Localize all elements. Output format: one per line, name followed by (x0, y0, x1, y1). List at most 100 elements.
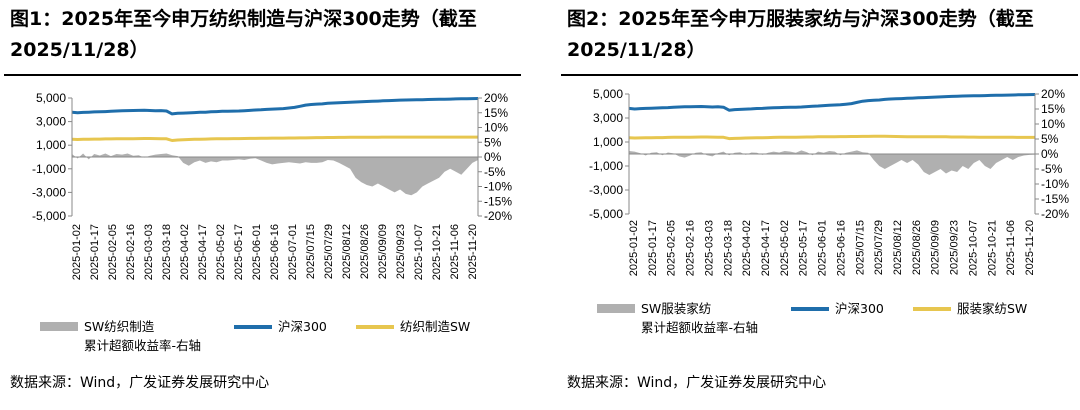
legend-label-sector: 纺织制造SW (400, 319, 470, 334)
y-right-tick: 10% (484, 121, 508, 135)
y-right-tick: -5% (484, 165, 506, 179)
x-tick-label: 2025/08/26 (911, 220, 923, 275)
y-left-tick: -3,000 (589, 183, 623, 197)
chart-panel-right: 图2：2025年至今申万服装家纺与沪深300走势（截至2025/11/28） 5… (557, 0, 1080, 410)
x-tick-label: 2025/09/23 (949, 220, 961, 275)
x-tick-label: 2025-03-03 (703, 220, 715, 276)
x-tick-label: 2025-04-02 (179, 224, 191, 280)
y-left-tick: 1,000 (36, 138, 66, 152)
y-left-tick: -3,000 (32, 185, 66, 199)
x-tick-label: 2025-07-01 (287, 224, 299, 280)
chart-svg-left: 5,000 3,000 1,000 -1,000 -3,000 -5,000 20%15%1… (32, 91, 512, 353)
x-tick-label: 2025/07/15 (305, 224, 317, 279)
legend-swatch-sector (913, 307, 951, 311)
chart-panel-left: 图1：2025年至今申万纺织制造与沪深300走势（截至2025/11/28） 5… (0, 0, 525, 410)
x-tick-label: 2025-10-21 (986, 220, 998, 276)
legend-label-sector: 服装家纺SW (957, 301, 1027, 316)
y-right-tick: 0% (1041, 147, 1059, 161)
y-left-tick: 5,000 (36, 91, 66, 105)
y-right-tick: 15% (1041, 102, 1065, 116)
series-line-csi300 (71, 97, 479, 116)
legend-label-excess-2: 累计超额收益率-右轴 (641, 320, 758, 335)
legend-label-index: 沪深300 (278, 319, 327, 334)
legend-swatch-excess (597, 304, 635, 313)
x-tick-label: 2025-06-01 (817, 220, 829, 276)
x-tick-label: 2025-04-17 (197, 224, 209, 280)
series-line-sector (628, 134, 1035, 141)
title-divider (561, 74, 1078, 76)
x-tick-label: 2025-01-17 (89, 224, 101, 280)
legend-label-excess-1: SW服装家纺 (641, 301, 711, 316)
x-tick-label: 2025/09/09 (930, 220, 942, 275)
x-tick-label: 2025-02-05 (666, 220, 678, 276)
x-tick-label: 2025-05-02 (779, 220, 791, 276)
y-left-tick: 5,000 (593, 87, 623, 101)
y-right-tick: -10% (484, 180, 512, 194)
y-right-tick: -15% (1041, 192, 1069, 206)
y-right-tick: 5% (1041, 132, 1059, 146)
x-tick-label: 2025-06-01 (251, 224, 263, 280)
title-divider (4, 74, 521, 76)
y-left-tick: -1,000 (589, 159, 623, 173)
y-left-tick: 1,000 (593, 135, 623, 149)
source-note: 数据来源：Wind，广发证券发展研究中心 (567, 375, 827, 391)
x-tick-label: 2025/09/23 (395, 224, 407, 279)
legend-swatch-excess (40, 322, 78, 331)
x-tick-label: 2025-06-16 (269, 224, 281, 280)
x-tick-label: 2025-05-02 (215, 224, 227, 280)
x-tick-label: 2025-05-17 (233, 224, 245, 280)
legend-label-index: 沪深300 (835, 301, 884, 316)
x-tick-label: 2025-11-20 (1024, 220, 1036, 275)
x-tick-label: 2025-03-18 (161, 224, 173, 280)
x-tick-label: 2025-01-02 (628, 220, 640, 276)
x-tick-label: 2025-03-03 (143, 224, 155, 280)
x-tick-label: 2025-04-02 (741, 220, 753, 276)
y-right-tick: -5% (1041, 162, 1063, 176)
y-left-tick: 3,000 (593, 111, 623, 125)
y-right-tick: 20% (484, 91, 508, 105)
y-right-tick: -15% (484, 194, 512, 208)
x-tick-label: 2025-06-16 (835, 220, 847, 276)
x-tick-label: 2025-02-16 (125, 224, 137, 280)
y-left-tick: 3,000 (36, 115, 66, 129)
x-tick-label: 2025-01-02 (71, 224, 83, 280)
x-tick-label: 2025/07/29 (323, 224, 335, 279)
x-tick-label: 2025/08/12 (892, 220, 904, 275)
x-tick-label: 2025/08/12 (341, 224, 353, 279)
series-line-sector (71, 135, 478, 142)
y-right-tick: 0% (484, 150, 502, 164)
y-left-tick: -1,000 (32, 162, 66, 176)
y-left-tick: -5,000 (589, 207, 623, 221)
legend-label-excess-2: 累计超额收益率-右轴 (84, 338, 201, 353)
x-tick-label: 2025/07/29 (873, 220, 885, 275)
legend-label-excess-1: SW纺织制造 (84, 319, 155, 334)
y-right-tick: 20% (1041, 87, 1065, 101)
legend-swatch-index (791, 307, 829, 311)
y-right-tick: -10% (1041, 177, 1069, 191)
x-tick-label: 2025-10-07 (967, 220, 979, 276)
legend-swatch-index (234, 325, 272, 329)
x-tick-label: 2025-01-17 (647, 220, 659, 276)
x-tick-label: 2025-10-07 (413, 224, 425, 280)
chart-title: 图1：2025年至今申万纺织制造与沪深300走势（截至2025/11/28） (10, 8, 477, 61)
x-tick-label: 2025-11-06 (449, 224, 461, 279)
y-right-tick: -20% (484, 209, 512, 223)
legend-swatch-sector (356, 325, 394, 329)
x-tick-label: 2025-11-20 (467, 224, 479, 279)
x-tick-label: 2025-05-17 (798, 220, 810, 276)
chart-svg-right: 5,000 3,000 1,000 -1,000 -3,000 -5,000 20%15%1… (589, 87, 1069, 335)
x-tick-label: 2025/07/15 (854, 220, 866, 275)
y-left-tick: -5,000 (32, 209, 66, 223)
x-tick-label: 2025/08/26 (359, 224, 371, 279)
x-tick-label: 2025-03-18 (722, 220, 734, 276)
y-right-tick: -20% (1041, 207, 1069, 221)
chart-title: 图2：2025年至今申万服装家纺与沪深300走势（截至2025/11/28） (567, 8, 1034, 61)
y-right-tick: 10% (1041, 117, 1065, 131)
x-tick-label: 2025-04-17 (760, 220, 772, 276)
x-tick-label: 2025-11-06 (1005, 220, 1017, 275)
x-tick-label: 2025/09/09 (377, 224, 389, 279)
y-right-tick: 5% (484, 135, 502, 149)
excess-return-area (72, 153, 478, 196)
source-note: 数据来源：Wind，广发证券发展研究中心 (10, 375, 270, 391)
x-tick-label: 2025-02-16 (685, 220, 697, 276)
